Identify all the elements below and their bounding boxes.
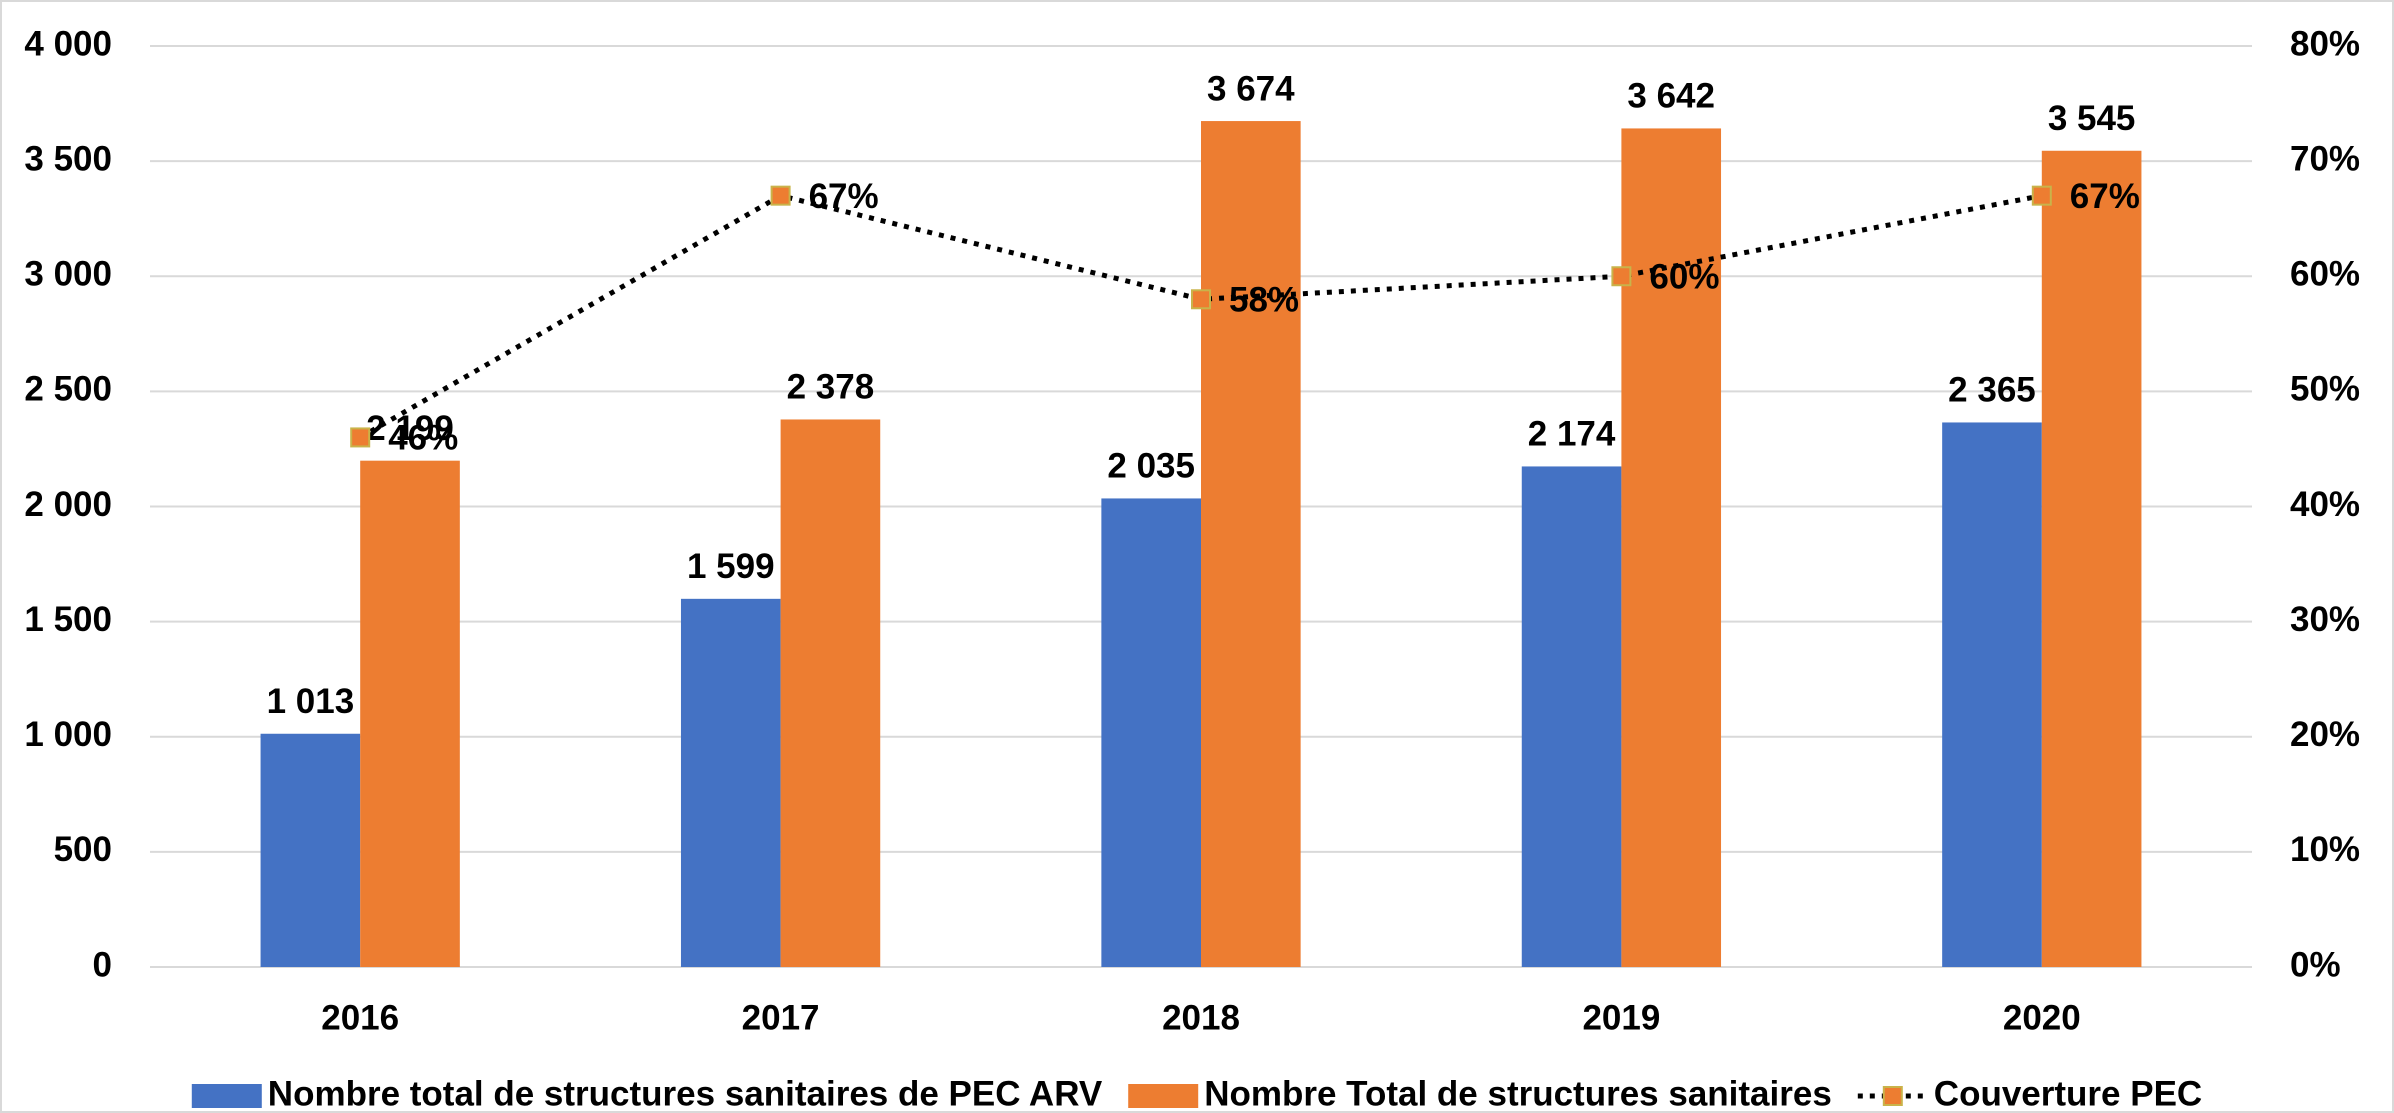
line-marker (1611, 266, 1632, 287)
x-tick-label: 2020 (2003, 998, 2081, 1037)
data-label: 1 013 (267, 682, 355, 721)
y2-tick-label: 20% (2290, 715, 2360, 754)
bar (1521, 466, 1622, 967)
legend-marker (1882, 1086, 1903, 1106)
line-marker (1191, 289, 1211, 310)
bar (1942, 422, 2042, 967)
line-data-label: 60% (1649, 258, 1719, 297)
line-data-label: 46% (388, 419, 458, 458)
line-marker (350, 427, 371, 448)
bar (1101, 498, 1201, 967)
data-label: 3 642 (1627, 77, 1715, 116)
x-tick-label: 2016 (321, 998, 399, 1037)
y2-tick-label: 80% (2290, 24, 2360, 63)
line-marker (770, 185, 791, 206)
line-data-label: 67% (809, 177, 879, 216)
line-data-label: 67% (2070, 177, 2140, 216)
bar (2041, 150, 2142, 968)
y-tick-label: 500 (54, 830, 112, 869)
y2-tick-label: 50% (2290, 370, 2360, 409)
y2-tick-label: 70% (2290, 139, 2360, 178)
y-tick-label: 3 000 (24, 255, 112, 294)
line-marker (2031, 185, 2052, 206)
x-tick-label: 2018 (1162, 998, 1240, 1037)
x-tick-label: 2017 (742, 998, 820, 1037)
data-label: 2 378 (787, 368, 875, 407)
y-tick-label: 1 000 (24, 715, 112, 754)
data-label: 3 674 (1207, 69, 1295, 108)
y2-tick-label: 10% (2290, 830, 2360, 869)
legend-label: Nombre total de structures sanitaires de… (268, 1074, 1103, 1113)
y2-tick-label: 0% (2290, 945, 2341, 984)
data-label: 1 599 (687, 547, 775, 586)
bar (260, 733, 361, 967)
y-tick-label: 1 500 (24, 600, 112, 639)
bar (1621, 128, 1722, 967)
y-tick-label: 3 500 (24, 139, 112, 178)
legend-swatch (1128, 1084, 1199, 1108)
y-tick-label: 2 000 (24, 485, 112, 524)
legend: Nombre total de structures sanitaires de… (191, 1074, 2202, 1113)
data-label: 2 174 (1528, 415, 1616, 454)
bar (780, 419, 881, 967)
data-label: 2 035 (1107, 447, 1195, 486)
data-label: 2 365 (1948, 371, 2036, 410)
legend-label: Couverture PEC (1934, 1074, 2202, 1113)
line-data-label: 58% (1229, 281, 1299, 320)
y-tick-label: 4 000 (24, 24, 112, 63)
y2-tick-label: 60% (2290, 255, 2360, 294)
legend-label: Nombre Total de structures sanitaires (1204, 1074, 1832, 1113)
y2-tick-label: 40% (2290, 485, 2360, 524)
x-tick-label: 2019 (1582, 998, 1660, 1037)
bar (680, 598, 781, 967)
data-label: 2 199 (366, 409, 454, 448)
y-tick-label: 2 500 (24, 370, 112, 409)
bar (1201, 121, 1301, 967)
bar (360, 460, 460, 967)
y-tick-label: 0 (93, 945, 112, 984)
data-label: 3 545 (2048, 99, 2136, 138)
y2-tick-label: 30% (2290, 600, 2360, 639)
legend-swatch (191, 1084, 262, 1108)
